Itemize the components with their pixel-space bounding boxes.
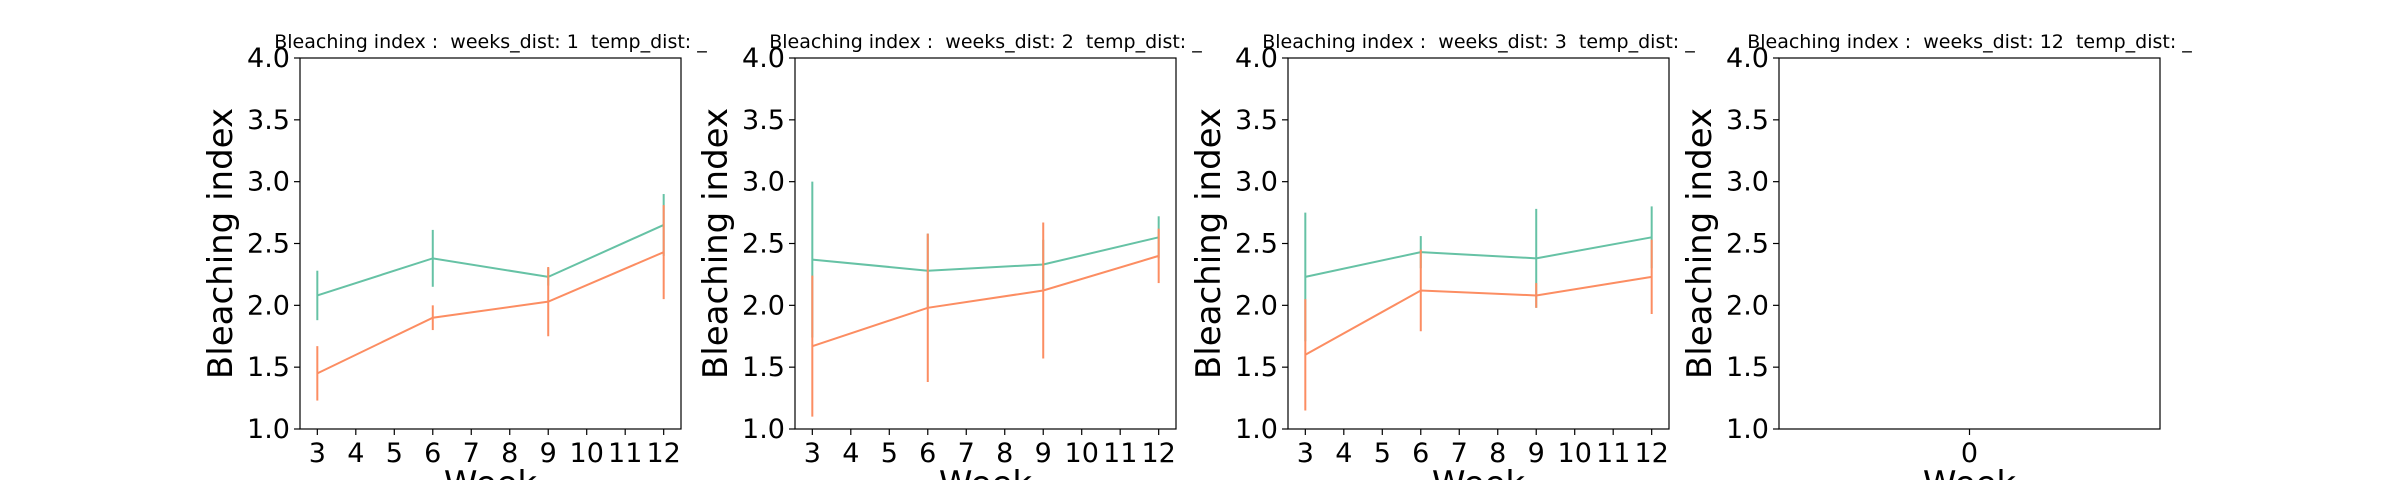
y-axis-label: Bleaching index [696,108,736,379]
axes-frame [1287,57,1670,430]
series-line [1305,236,1652,278]
x-tick-label: 3 [804,438,821,469]
y-tick-label: 3.5 [742,105,785,136]
x-tick-label: 7 [958,438,975,469]
x-tick-label: 8 [501,438,518,469]
y-tick-label: 3.0 [1726,167,1769,198]
x-tick-label: 9 [540,438,557,469]
y-tick-label: 2.0 [742,290,785,321]
x-tick-label: 10 [1065,438,1099,469]
x-tick-label: 9 [1528,438,1545,469]
x-tick-label: 7 [1451,438,1468,469]
y-axis-label: Bleaching index [201,108,241,379]
axes-frame [794,57,1177,430]
x-tick-label: 11 [608,438,642,469]
y-tick-label: 2.5 [1726,229,1769,260]
y-tick-label: 2.0 [247,290,290,321]
x-tick-label: 5 [386,438,403,469]
y-axis-label: Bleaching index [1680,108,1720,379]
y-tick-label: 1.0 [247,414,290,445]
y-tick-label: 2.0 [1726,290,1769,321]
x-axis-label: Week [444,464,537,480]
subplot-title: Bleaching index : weeks_dist: 3 temp_dis… [1262,31,1695,53]
y-tick-label: 1.5 [1235,352,1278,383]
x-tick-label: 3 [309,438,326,469]
series-line [812,254,1159,348]
x-tick-label: 8 [1489,438,1506,469]
x-tick-label: 11 [1596,438,1630,469]
x-tick-label: 9 [1035,438,1052,469]
y-tick-label: 2.5 [1235,229,1278,260]
y-tick-label: 1.5 [1726,352,1769,383]
y-tick-label: 2.5 [247,229,290,260]
series-line [812,236,1159,272]
x-tick-label: 6 [1412,438,1429,469]
x-tick-label: 0 [1961,438,1978,469]
x-axis-label: Week [1432,464,1525,480]
y-tick-label: 1.0 [1726,414,1769,445]
y-tick-label: 3.0 [247,167,290,198]
y-tick-label: 3.0 [1235,167,1278,198]
x-tick-label: 12 [647,438,681,469]
y-axis-label: Bleaching index [1189,108,1229,379]
x-tick-label: 4 [842,438,859,469]
x-tick-label: 5 [1374,438,1391,469]
axes-frame [299,57,682,430]
y-tick-label: 3.5 [247,105,290,136]
x-tick-label: 6 [424,438,441,469]
x-axis-label: Week [1923,464,2016,480]
y-tick-label: 3.0 [742,167,785,198]
x-tick-label: 4 [347,438,364,469]
x-tick-label: 6 [919,438,936,469]
x-tick-label: 10 [1558,438,1592,469]
axes-frame [1778,57,2161,430]
x-axis-label: Week [939,464,1032,480]
y-tick-label: 2.5 [742,229,785,260]
y-tick-label: 4.0 [1726,43,1769,74]
y-tick-label: 1.5 [742,352,785,383]
y-tick-label: 1.0 [742,414,785,445]
x-tick-label: 4 [1335,438,1352,469]
y-tick-label: 3.5 [1235,105,1278,136]
x-tick-label: 12 [1635,438,1669,469]
y-tick-label: 4.0 [247,43,290,74]
x-tick-label: 8 [996,438,1013,469]
series-line [317,224,665,297]
series-line [316,251,665,375]
x-tick-label: 12 [1142,438,1176,469]
y-tick-label: 1.0 [1235,414,1278,445]
x-tick-label: 10 [570,438,604,469]
y-tick-label: 1.5 [247,352,290,383]
x-tick-label: 5 [881,438,898,469]
x-tick-label: 11 [1103,438,1137,469]
y-tick-label: 4.0 [742,43,785,74]
series-line [1304,275,1652,356]
subplot-title: Bleaching index : weeks_dist: 12 temp_di… [1747,31,2192,53]
subplot-title: Bleaching index : weeks_dist: 2 temp_dis… [769,31,1202,53]
y-tick-label: 3.5 [1726,105,1769,136]
subplot-title: Bleaching index : weeks_dist: 1 temp_dis… [274,31,707,53]
x-tick-label: 7 [463,438,480,469]
y-tick-label: 4.0 [1235,43,1278,74]
x-tick-label: 3 [1297,438,1314,469]
y-tick-label: 2.0 [1235,290,1278,321]
